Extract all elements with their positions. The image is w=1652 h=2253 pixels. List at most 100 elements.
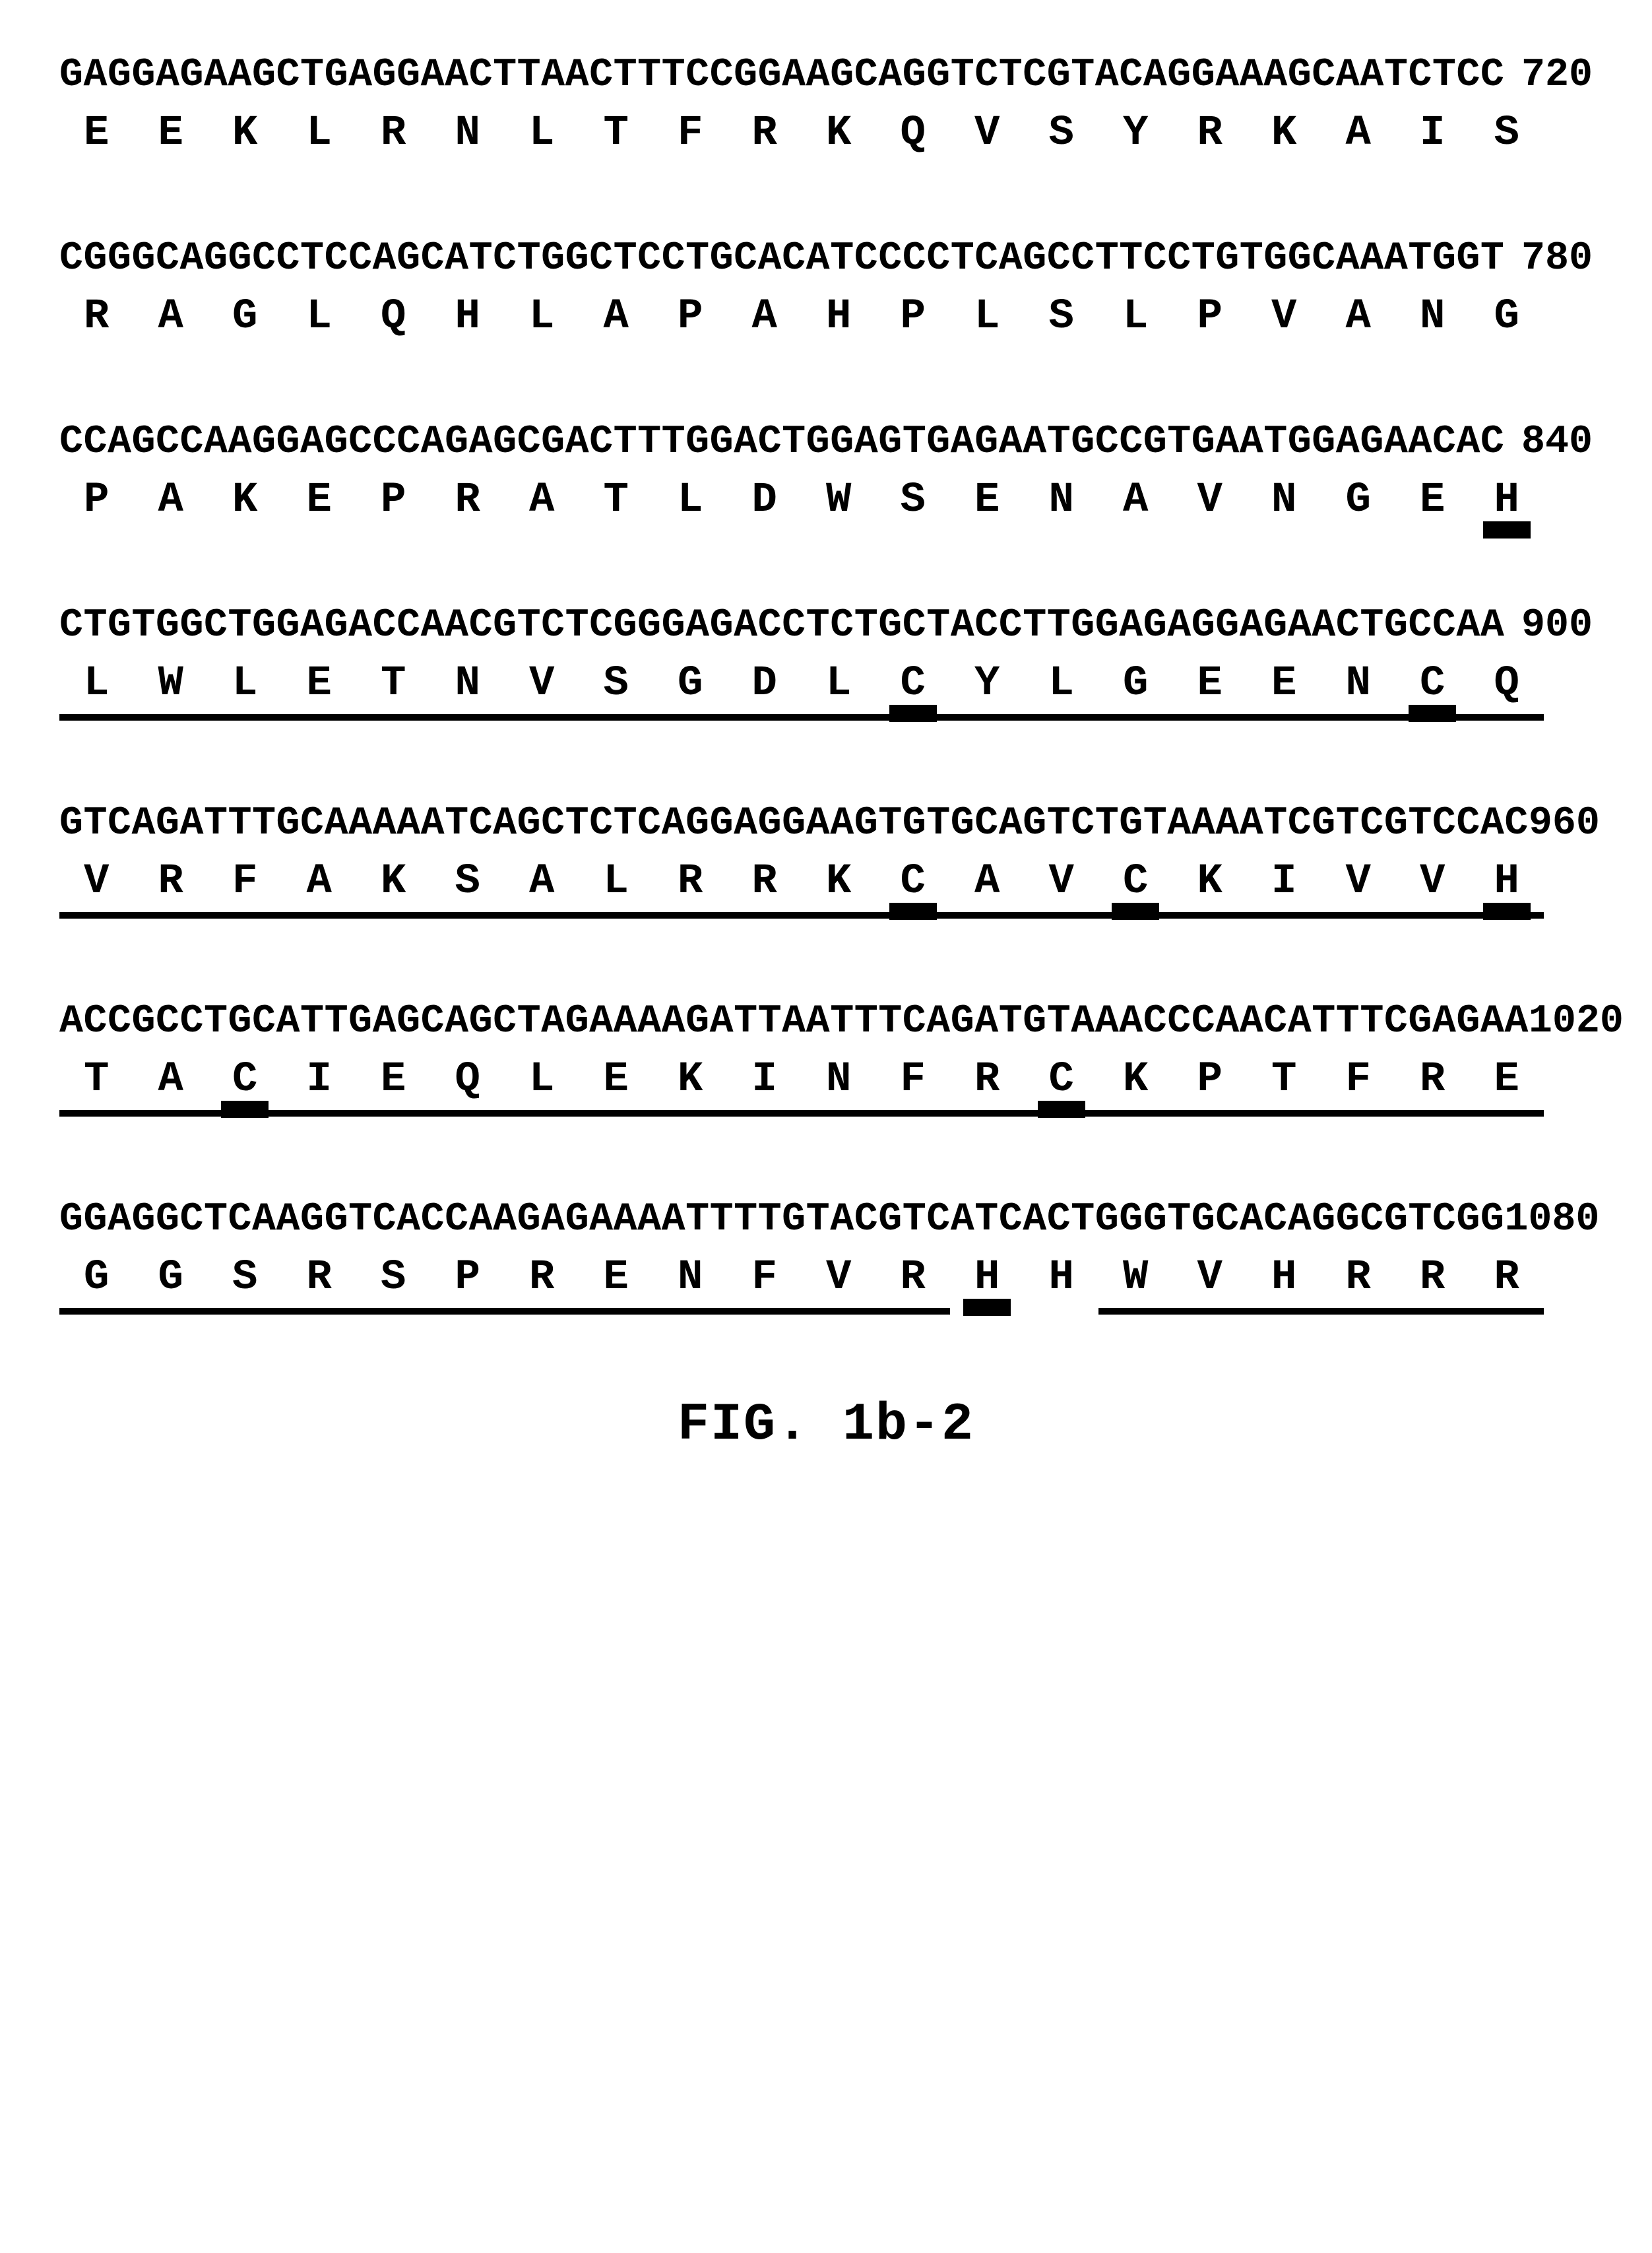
amino-acid-letter: Q [381,293,406,341]
amino-acid-cell: H [802,293,876,341]
amino-acid-cell: N [431,660,505,707]
amino-acid-letter: E [1197,660,1223,707]
amino-acid-letter: I [307,1056,332,1103]
amino-acid-cell: E [282,476,357,524]
amino-acid-letter: D [752,476,777,524]
amino-acid-cell: R [728,858,802,905]
amino-acid-letter: H [1494,858,1519,905]
amino-acid-cell: I [728,1056,802,1103]
amino-acid-cell: V [1025,858,1099,905]
underline-track [59,1110,1593,1118]
amino-acid-cell: D [728,476,802,524]
amino-acid-letter: D [752,660,777,707]
amino-acid-letter: F [752,1254,777,1301]
amino-acid-cell: V [1173,476,1248,524]
amino-acid-letter: H [826,293,851,341]
position-number: 840 [1504,420,1593,465]
amino-acid-letter: V [529,660,554,707]
amino-acid-cell: L [208,660,282,707]
amino-acid-cell: L [579,858,654,905]
amino-acid-cell: A [1321,293,1396,341]
amino-acid-cell: T [579,110,654,157]
amino-acid-letter: G [232,293,257,341]
amino-acid-letter: C [1123,858,1148,905]
amino-acid-row: TACIEQLEKINFRCKPTFRE [59,1056,1593,1103]
amino-acid-letter: H [455,293,480,341]
amino-acid-letter: N [1346,660,1371,707]
amino-acid-letter: N [678,1254,703,1301]
amino-acid-letter: P [678,293,703,341]
amino-acid-letter: A [529,476,554,524]
amino-acid-letter: S [604,660,629,707]
nucleotide-row: CCAGCCAAGGAGCCCAGAGCGACTTTGGACTGGAGTGAGA… [59,420,1593,465]
amino-acid-cell: G [134,1254,208,1301]
amino-acid-letter: S [901,476,926,524]
amino-acid-cell: K [653,1056,728,1103]
amino-acid-letter: V [84,858,109,905]
amino-acid-cell: C [1025,1056,1099,1103]
amino-acid-letter: E [307,660,332,707]
amino-acid-cell: W [1098,1254,1173,1301]
position-number: 900 [1504,603,1593,648]
amino-acid-cell: N [653,1254,728,1301]
amino-acid-letter: R [158,858,183,905]
amino-acid-letter: P [455,1254,480,1301]
amino-acid-cell: A [505,858,579,905]
amino-acid-cell: V [1321,858,1396,905]
amino-acid-letter: K [1271,110,1296,157]
amino-acid-row: GGSRSPRENFVRHHWVHRRR [59,1254,1593,1301]
amino-acid-letter: L [307,293,332,341]
amino-acid-letter: L [604,858,629,905]
amino-acid-cell: S [1025,110,1099,157]
amino-acid-letter: H [1049,1254,1074,1301]
amino-acid-letter: T [1271,1056,1296,1103]
amino-acid-cell: K [802,858,876,905]
amino-acid-letter: P [901,293,926,341]
nucleotide-sequence: GTCAGATTTGCAAAAATCAGCTCTCAGGAGGAAGTGTGCA… [59,801,1529,846]
underline-segment [59,912,1544,919]
amino-acid-letter: V [826,1254,851,1301]
amino-acid-letter: S [455,858,480,905]
amino-acid-cell: F [876,1056,951,1103]
amino-acid-letter: S [232,1254,257,1301]
amino-acid-letter: L [529,293,554,341]
amino-acid-letter: T [84,1056,109,1103]
amino-acid-cell: R [728,110,802,157]
underline-segment [59,1110,1544,1117]
amino-acid-cell: A [505,476,579,524]
sequence-block: GAGGAGAAGCTGAGGAACTTAACTTTCCGGAAGCAGGTCT… [59,53,1593,157]
amino-acid-cell: A [1321,110,1396,157]
amino-acid-cell: R [653,858,728,905]
amino-acid-cell: C [1098,858,1173,905]
sequence-block: CCAGCCAAGGAGCCCAGAGCGACTTTGGACTGGAGTGAGA… [59,420,1593,524]
amino-acid-cell: A [1098,476,1173,524]
amino-acid-cell: N [802,1056,876,1103]
nucleotide-row: ACCGCCTGCATTGAGCAGCTAGAAAAGATTAATTTCAGAT… [59,999,1593,1044]
amino-acid-cell: H [950,1254,1025,1301]
amino-acid-letter: F [901,1056,926,1103]
amino-acid-letter: E [84,110,109,157]
amino-acid-cell: E [950,476,1025,524]
amino-acid-cell: S [876,476,951,524]
nucleotide-sequence: GAGGAGAAGCTGAGGAACTTAACTTTCCGGAAGCAGGTCT… [59,53,1504,98]
amino-acid-letter: T [604,110,629,157]
amino-acid-letter: L [307,110,332,157]
amino-acid-cell: S [579,660,654,707]
amino-acid-cell: E [579,1056,654,1103]
position-number: 1020 [1529,999,1624,1044]
amino-acid-letter: A [158,476,183,524]
amino-acid-letter: L [232,660,257,707]
amino-acid-cell: K [1247,110,1321,157]
amino-acid-cell: A [579,293,654,341]
amino-acid-cell: L [950,293,1025,341]
nucleotide-sequence: GGAGGCTCAAGGTCACCAAGAGAAAATTTTGTACGTCATC… [59,1197,1504,1242]
amino-acid-letter: R [381,110,406,157]
amino-acid-cell: Q [356,293,431,341]
amino-acid-cell: T [356,660,431,707]
amino-acid-cell: G [208,293,282,341]
amino-acid-letter: I [752,1056,777,1103]
amino-acid-letter: N [1049,476,1074,524]
amino-acid-cell: D [728,660,802,707]
amino-acid-letter: E [1271,660,1296,707]
amino-acid-letter: G [1346,476,1371,524]
